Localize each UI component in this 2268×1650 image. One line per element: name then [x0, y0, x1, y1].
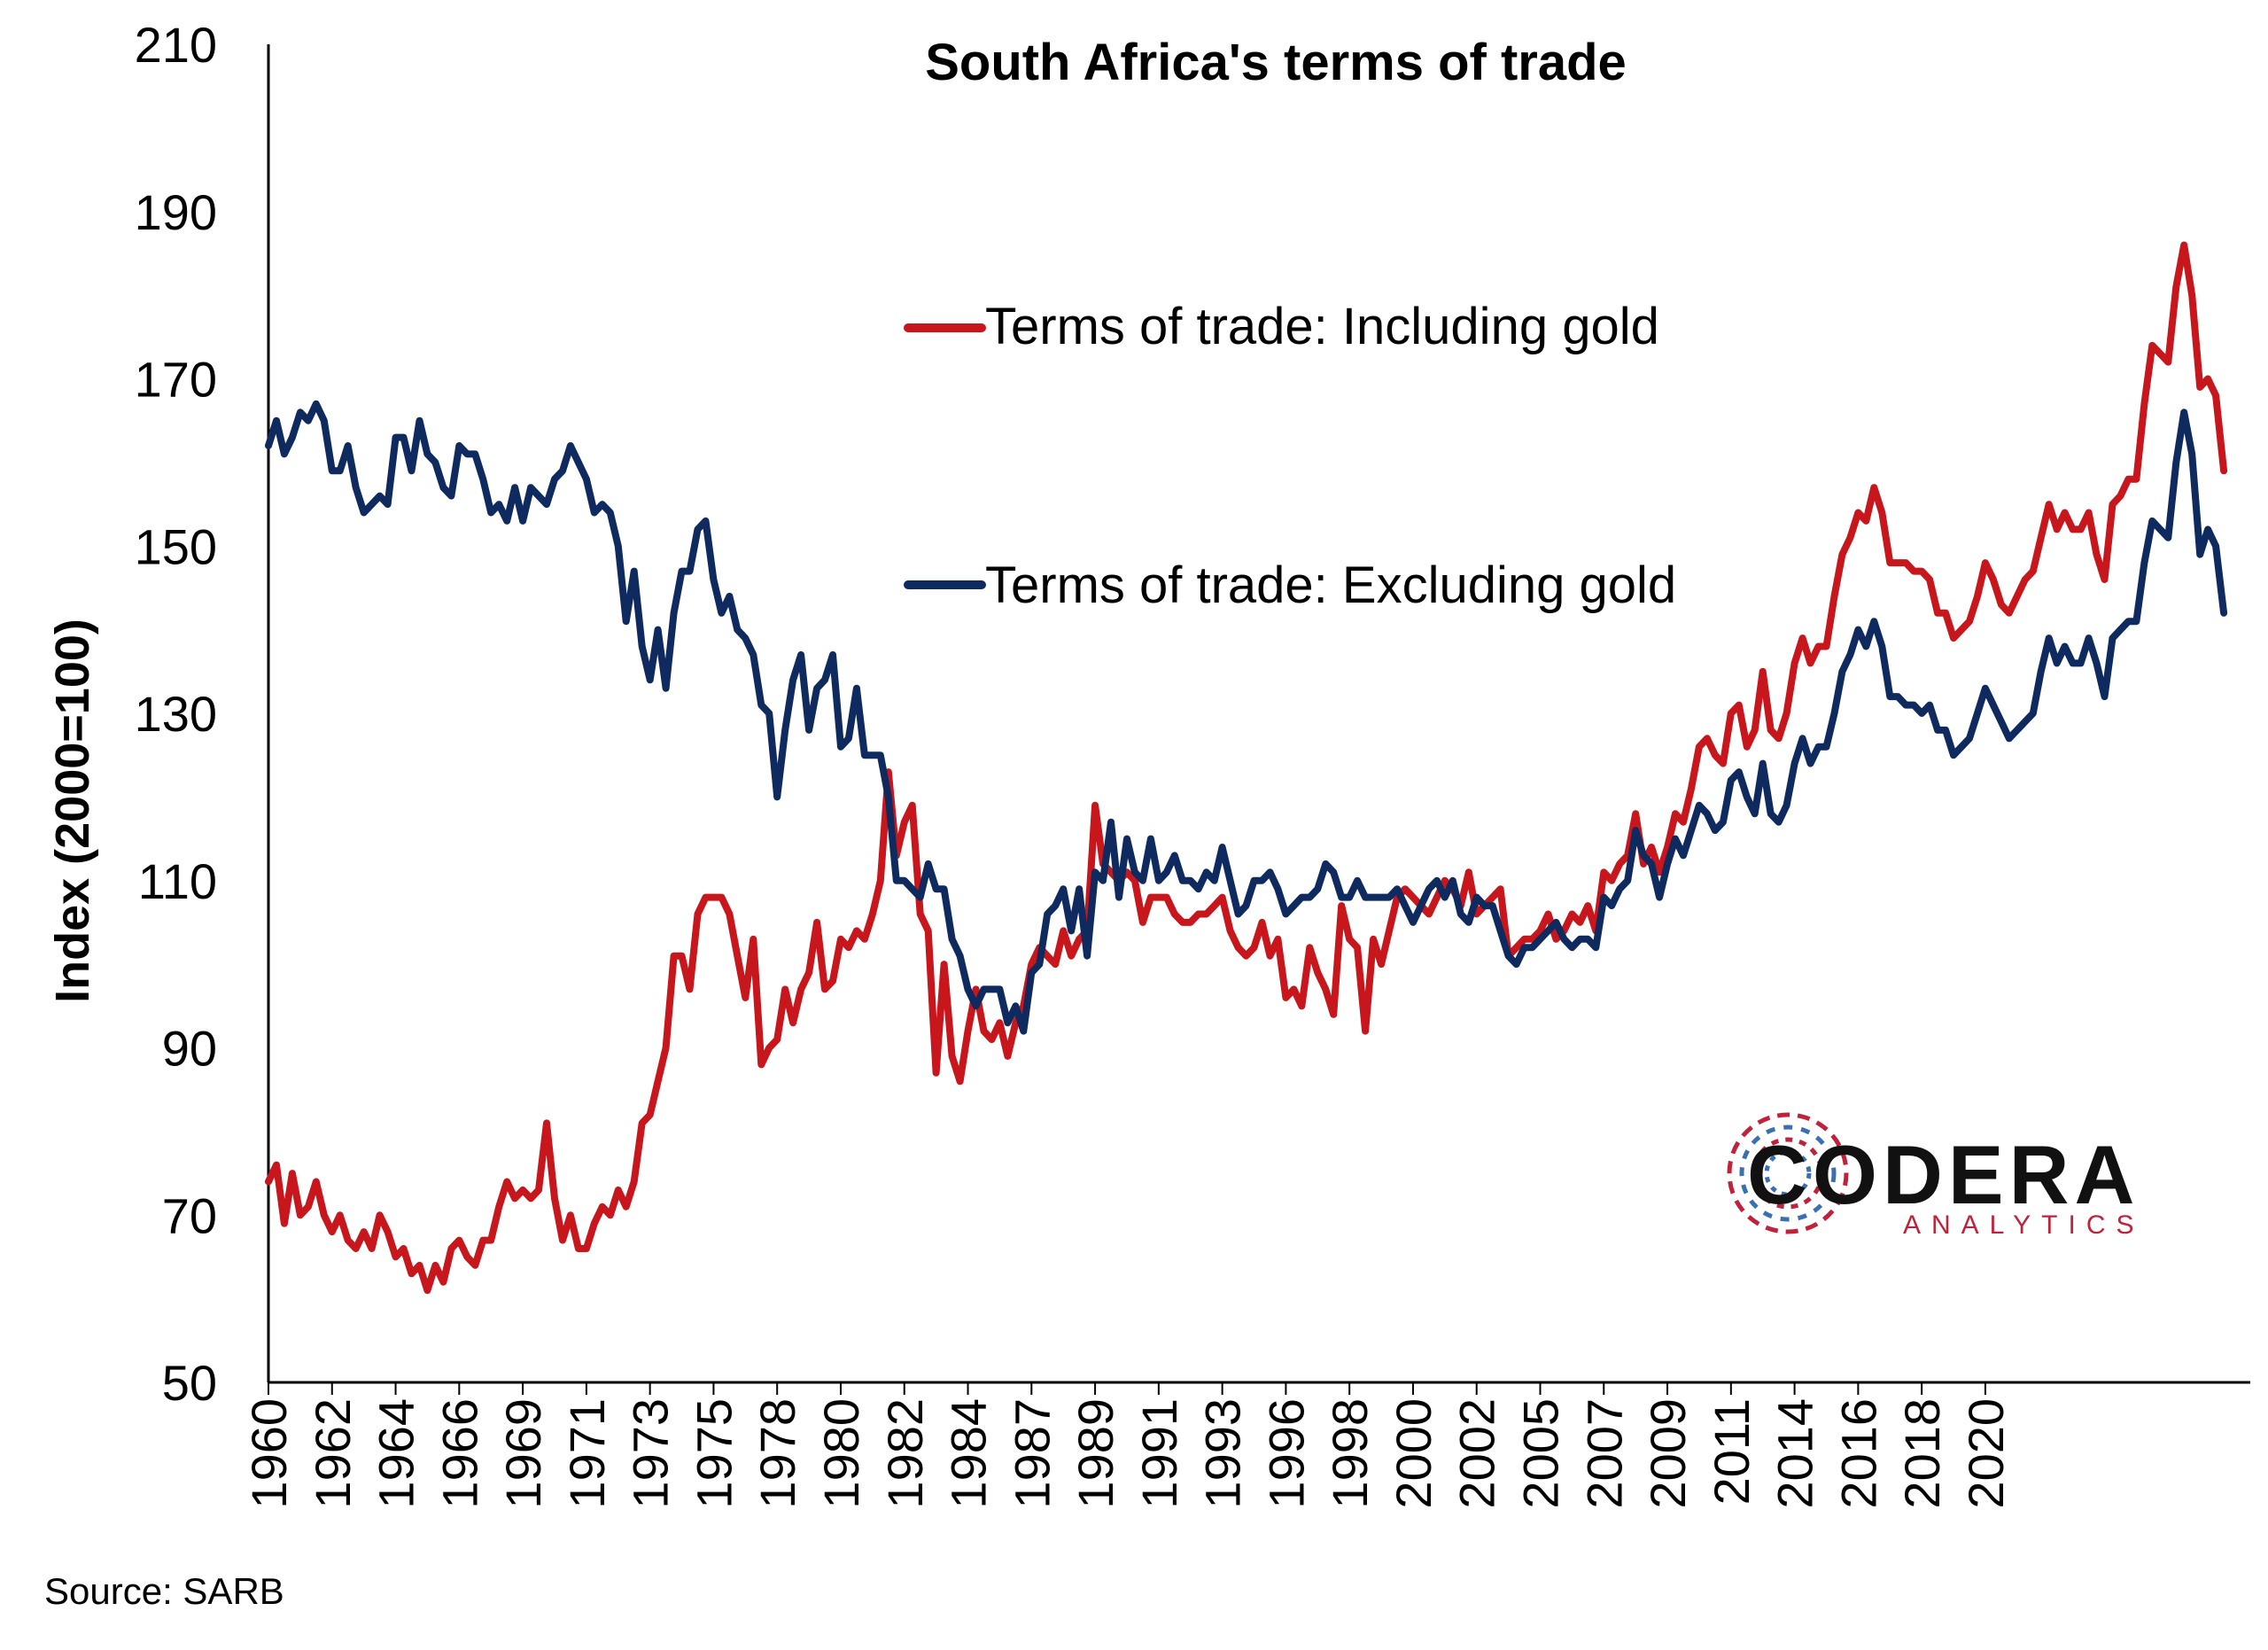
x-tick-label: 2020: [1958, 1398, 2014, 1509]
x-tick-label: 2011: [1704, 1398, 1759, 1505]
legend: Terms of trade: Including gold Terms of …: [904, 298, 1676, 614]
y-tick-label: 90: [162, 1021, 217, 1077]
x-tick-label: 1991: [1131, 1398, 1187, 1509]
series-line-excluding-gold: [265, 400, 2228, 1035]
source-note: Source: SARB: [44, 1570, 284, 1612]
y-tick-label: 150: [135, 518, 217, 574]
y-tick-label: 50: [162, 1355, 217, 1411]
logo-subtitle: ANALYTICS: [1903, 1210, 2145, 1240]
x-tick-label: 1964: [369, 1398, 424, 1509]
x-tick-label: 1966: [431, 1398, 487, 1509]
x-tick-label: 1971: [559, 1398, 615, 1509]
x-tick-label: 1989: [1068, 1398, 1123, 1509]
x-tick-label: 1982: [877, 1398, 933, 1509]
x-tick-label: 1993: [1195, 1398, 1251, 1509]
logo-mark-icon: [1727, 1112, 1849, 1234]
x-tick-label: 1998: [1322, 1398, 1378, 1509]
x-tick-label: 2009: [1640, 1398, 1696, 1509]
series-line-including-gold: [265, 241, 2228, 1295]
x-tick-label: 2016: [1830, 1398, 1886, 1509]
x-tick-label: 1984: [941, 1398, 997, 1509]
x-tick-label: 2000: [1386, 1398, 1441, 1509]
logo-name: CODERA: [1747, 1128, 2140, 1221]
x-tick-label: 2002: [1449, 1398, 1505, 1509]
y-axis-label: Index (2000=100): [46, 619, 99, 1003]
y-tick-label: 170: [135, 352, 217, 408]
x-tick-label: 2018: [1894, 1398, 1950, 1509]
x-tick-label: 1969: [495, 1398, 551, 1509]
x-tick-label: 1978: [750, 1398, 805, 1509]
x-axis-ticks: 1960 1962 1964 1966 1969 1971 1973 1975 1978 1980…: [241, 1382, 2014, 1509]
x-tick-label: 1960: [241, 1398, 297, 1509]
y-tick-label: 210: [135, 17, 217, 73]
x-tick-label: 1987: [1004, 1398, 1060, 1509]
y-tick-label: 190: [135, 184, 217, 240]
x-tick-label: 1980: [813, 1398, 869, 1509]
series-layer: [265, 241, 2228, 1295]
codera-logo: CODERA ANALYTICS: [1727, 1112, 2145, 1240]
y-axis-ticks: 50 70 90 110 130 150 170 190 210: [135, 17, 217, 1411]
legend-label-excluding-gold: Terms of trade: Excluding gold: [985, 556, 1676, 614]
x-tick-label: 2014: [1767, 1398, 1823, 1509]
x-tick-label: 2005: [1513, 1398, 1569, 1509]
y-tick-label: 110: [138, 853, 217, 909]
x-tick-label: 2007: [1576, 1398, 1632, 1509]
y-tick-label: 130: [135, 686, 217, 742]
x-tick-label: 1962: [305, 1398, 361, 1509]
y-tick-label: 70: [162, 1187, 217, 1243]
x-tick-label: 1973: [623, 1398, 679, 1509]
chart-title: South Africa's terms of trade: [925, 34, 1627, 91]
legend-label-including-gold: Terms of trade: Including gold: [985, 298, 1659, 355]
x-tick-label: 1996: [1258, 1398, 1314, 1509]
x-tick-label: 1975: [686, 1398, 742, 1509]
